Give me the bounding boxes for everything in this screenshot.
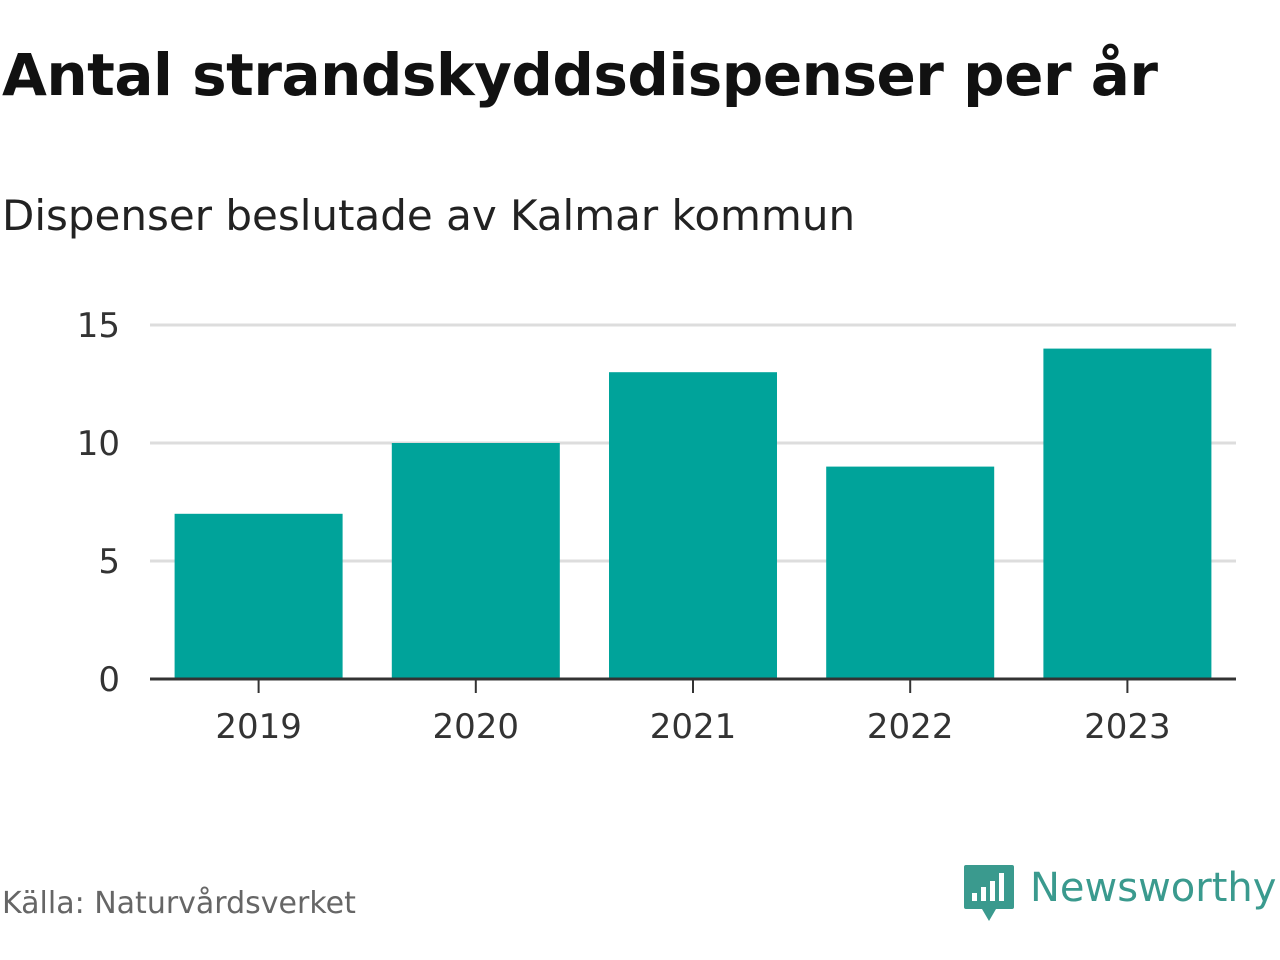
x-tick-label: 2020 — [433, 707, 520, 747]
x-tick-label: 2019 — [215, 707, 302, 747]
bar-2023 — [1043, 348, 1212, 679]
chart-subtitle: Dispenser beslutade av Kalmar kommun — [2, 191, 856, 240]
y-tick-label: 5 — [98, 542, 120, 582]
axis-labels: 0 5 10 15 2019 2020 2021 2022 2023 — [77, 306, 1171, 747]
source-note: Källa: Naturvårdsverket — [2, 886, 356, 921]
x-tick-label: 2022 — [867, 707, 954, 747]
y-tick-label: 10 — [77, 424, 120, 464]
bar-2022 — [826, 466, 995, 679]
bar-2020 — [391, 443, 560, 679]
x-tick-label: 2021 — [650, 707, 737, 747]
brand-logo: Newsworthy — [962, 862, 1276, 926]
bar-2019 — [174, 513, 343, 679]
newsworthy-logo-icon — [964, 865, 1014, 921]
x-tick-label: 2023 — [1084, 707, 1171, 747]
chart-title: Antal strandskyddsdispenser per år — [2, 41, 1158, 109]
brand-name: Newsworthy — [1030, 865, 1277, 911]
y-tick-label: 15 — [77, 306, 120, 346]
bars — [174, 348, 1212, 679]
bar-2021 — [609, 372, 777, 679]
y-tick-label: 0 — [98, 660, 120, 700]
x-axis — [150, 677, 1236, 693]
